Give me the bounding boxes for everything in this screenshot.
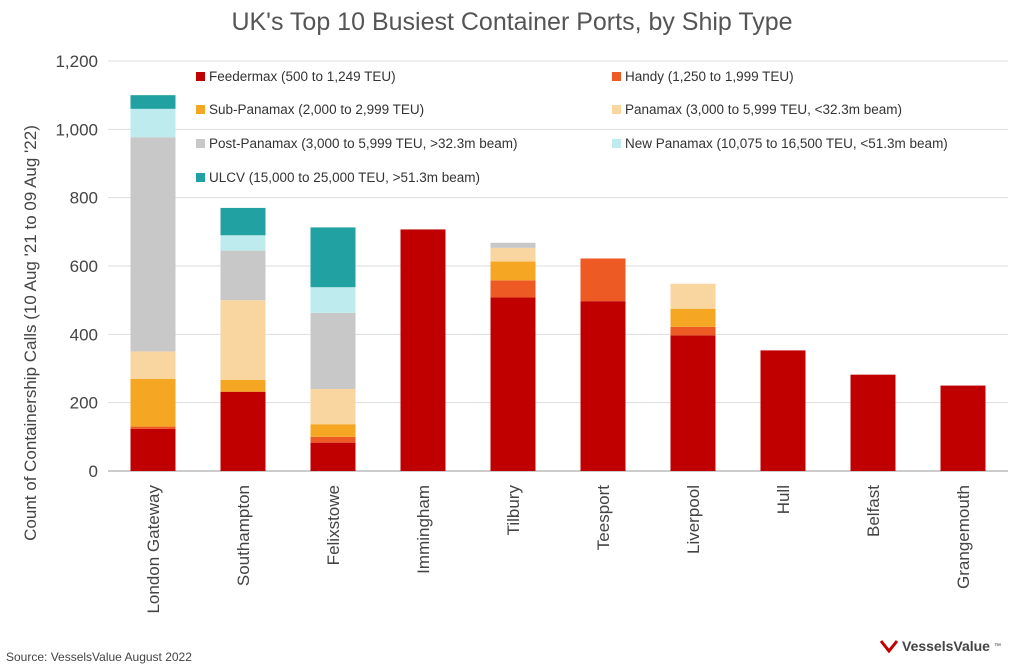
legend-label: Handy (1,250 to 1,999 TEU) <box>625 69 794 84</box>
y-tick-label: 1,200 <box>55 52 98 71</box>
y-tick-label: 200 <box>70 394 98 413</box>
bar-segment <box>400 229 446 471</box>
legend-label: Post-Panamax (3,000 to 5,999 TEU, >32.3m… <box>209 136 518 151</box>
bar-segment <box>670 283 716 309</box>
bar-segment <box>220 391 266 471</box>
x-tick-label: Teesport <box>594 485 613 550</box>
legend-swatch <box>196 173 205 182</box>
x-tick-label: Southampton <box>234 485 253 586</box>
bar-segment <box>130 137 176 352</box>
bar-segment <box>310 227 356 288</box>
bar-segment <box>490 247 536 262</box>
bar-segment <box>310 312 356 389</box>
x-tick-label: Grangemouth <box>954 485 973 589</box>
bar-segment <box>580 258 626 302</box>
bar-segment <box>670 335 716 471</box>
legend-swatch <box>196 139 205 148</box>
bar-segment <box>130 378 176 427</box>
y-axis-ticks: 0 200 400 600 800 1,000 1,200 <box>55 52 98 481</box>
bar-segment <box>130 351 176 379</box>
legend-swatch <box>612 139 621 148</box>
y-tick-label: 1,000 <box>55 120 98 139</box>
bar-segment <box>220 250 266 301</box>
bar-segment <box>130 428 176 471</box>
bar-segment <box>940 385 986 471</box>
x-tick-label: Hull <box>774 485 793 514</box>
logo-trademark: ™ <box>993 642 1001 650</box>
x-tick-label: London Gateway <box>144 485 163 614</box>
bar-segment <box>130 108 176 138</box>
bar-segment <box>220 300 266 380</box>
y-tick-label: 600 <box>70 257 98 276</box>
y-tick-label: 0 <box>89 462 98 481</box>
bar-segment <box>310 389 356 425</box>
y-tick-label: 400 <box>70 325 98 344</box>
bar-segment <box>220 207 266 236</box>
legend-label: Sub-Panamax (2,000 to 2,999 TEU) <box>209 102 424 117</box>
y-tick-label: 800 <box>70 189 98 208</box>
x-axis-ticks: London Gateway Southampton Felixstowe Immin… <box>144 485 973 614</box>
bar-segment <box>670 308 716 327</box>
bar-segment <box>220 235 266 251</box>
bar-segment <box>490 242 536 248</box>
bar-segment <box>490 297 536 471</box>
logo-text: VesselsValue <box>902 638 990 654</box>
bar-segment <box>580 301 626 471</box>
bar-segment <box>130 426 176 429</box>
legend-swatch <box>612 105 621 114</box>
bars <box>130 95 986 471</box>
bar-segment <box>130 95 176 109</box>
bar-segment <box>310 424 356 437</box>
bar-segment <box>310 436 356 443</box>
bar-segment <box>850 374 896 471</box>
bar-segment <box>760 350 806 471</box>
bar-segment <box>670 326 716 336</box>
x-tick-label: Tilbury <box>504 485 523 536</box>
legend: Feedermax (500 to 1,249 TEU) Handy (1,250… <box>196 69 948 185</box>
x-tick-label: Immingham <box>414 485 433 574</box>
x-tick-label: Felixstowe <box>324 485 343 565</box>
bar-segment <box>220 379 266 392</box>
chart-title: UK's Top 10 Busiest Container Ports, by … <box>231 8 793 36</box>
legend-swatch <box>196 72 205 81</box>
x-tick-label: Liverpool <box>684 485 703 554</box>
legend-swatch <box>196 105 205 114</box>
vesselsvalue-logo: VesselsValue ™ <box>880 638 1001 654</box>
legend-label: New Panamax (10,075 to 16,500 TEU, <51.3… <box>625 136 948 151</box>
x-tick-label: Belfast <box>864 485 883 537</box>
logo-chevron-icon <box>880 640 898 653</box>
bar-segment <box>310 287 356 313</box>
legend-label: Panamax (3,000 to 5,999 TEU, <32.3m beam… <box>625 102 902 117</box>
bar-segment <box>490 280 536 298</box>
legend-label: Feedermax (500 to 1,249 TEU) <box>209 69 396 84</box>
y-axis-label: Count of Containership Calls (10 Aug '21… <box>21 125 40 541</box>
bar-segment <box>310 442 356 471</box>
source-note: Source: VesselsValue August 2022 <box>6 650 192 664</box>
bar-segment <box>490 261 536 281</box>
legend-label: ULCV (15,000 to 25,000 TEU, >51.3m beam) <box>209 170 480 185</box>
legend-swatch <box>612 72 621 81</box>
